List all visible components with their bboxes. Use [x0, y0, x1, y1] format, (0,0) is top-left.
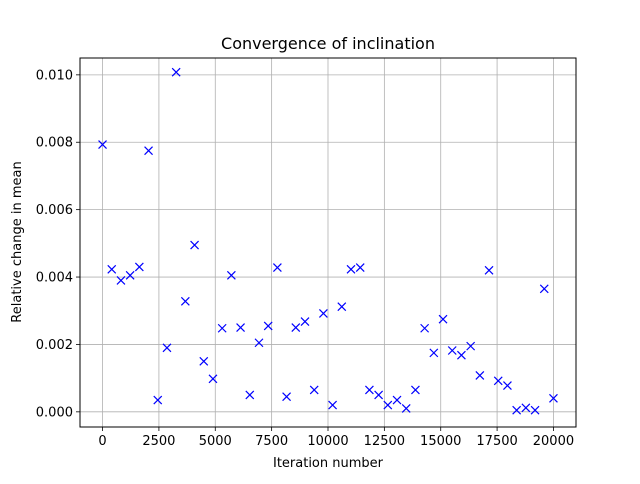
data-point [420, 323, 430, 333]
chart-title: Convergence of inclination [221, 34, 435, 53]
data-point [392, 395, 402, 405]
data-point [300, 317, 310, 326]
data-point [107, 264, 117, 274]
data-point [549, 393, 558, 403]
data-point [98, 140, 107, 150]
x-tick-label: 0 [98, 434, 106, 449]
data-point [438, 314, 448, 324]
data-point [226, 270, 236, 280]
data-point [208, 374, 218, 384]
data-markers [98, 67, 558, 415]
data-point [291, 323, 301, 333]
data-point [263, 321, 273, 331]
y-tick-label: 0.010 [36, 68, 73, 83]
data-point [503, 381, 512, 390]
data-point [217, 323, 227, 333]
data-point [346, 264, 356, 274]
y-axis-label: Relative change in mean [10, 161, 25, 322]
data-point [190, 240, 200, 250]
data-point [493, 376, 503, 386]
x-axis-ticks: 0 2500 5000 7500 10000 12500 15000 17500 20000 [98, 427, 574, 449]
data-point [125, 270, 135, 280]
y-tick-label: 0.006 [36, 203, 73, 218]
data-point [272, 263, 282, 273]
data-point [484, 265, 494, 275]
data-point [153, 395, 163, 405]
y-axis-ticks: 0.000 0.002 0.004 0.006 0.008 0.010 [36, 68, 80, 420]
data-point [466, 341, 476, 351]
y-tick-label: 0.008 [36, 136, 73, 151]
data-point [521, 403, 531, 413]
x-tick-label: 5000 [199, 434, 232, 449]
data-point [171, 67, 181, 77]
data-point [429, 348, 439, 358]
x-tick-label: 20000 [533, 434, 574, 449]
data-point [337, 302, 347, 312]
data-point [364, 385, 374, 395]
data-point [318, 309, 328, 318]
data-point [530, 405, 540, 415]
x-tick-label: 12500 [364, 434, 405, 449]
data-point [134, 262, 144, 272]
data-point [282, 392, 292, 402]
data-point [411, 385, 420, 395]
data-point [355, 263, 365, 273]
data-point [162, 343, 172, 353]
data-point [383, 400, 393, 410]
data-point [475, 371, 485, 380]
grid [80, 58, 576, 427]
data-point [456, 350, 466, 360]
data-point [374, 390, 384, 400]
y-tick-label: 0.000 [36, 405, 73, 420]
x-tick-label: 2500 [142, 434, 175, 449]
y-tick-label: 0.002 [36, 338, 73, 353]
data-point [180, 296, 190, 306]
data-point [539, 284, 549, 294]
data-point [245, 390, 255, 400]
data-point [144, 146, 153, 156]
x-tick-label: 15000 [420, 434, 461, 449]
data-point [236, 323, 245, 333]
data-point [401, 404, 411, 413]
data-point [328, 400, 338, 410]
data-point [199, 356, 209, 366]
data-point [116, 275, 126, 285]
x-tick-label: 10000 [307, 434, 348, 449]
x-tick-label: 7500 [255, 434, 288, 449]
x-axis-label: Iteration number [273, 456, 384, 471]
data-point [512, 405, 522, 415]
data-point [309, 385, 319, 395]
x-tick-label: 17500 [476, 434, 517, 449]
data-point [254, 338, 264, 348]
data-point [447, 346, 457, 355]
y-tick-label: 0.004 [36, 271, 73, 286]
